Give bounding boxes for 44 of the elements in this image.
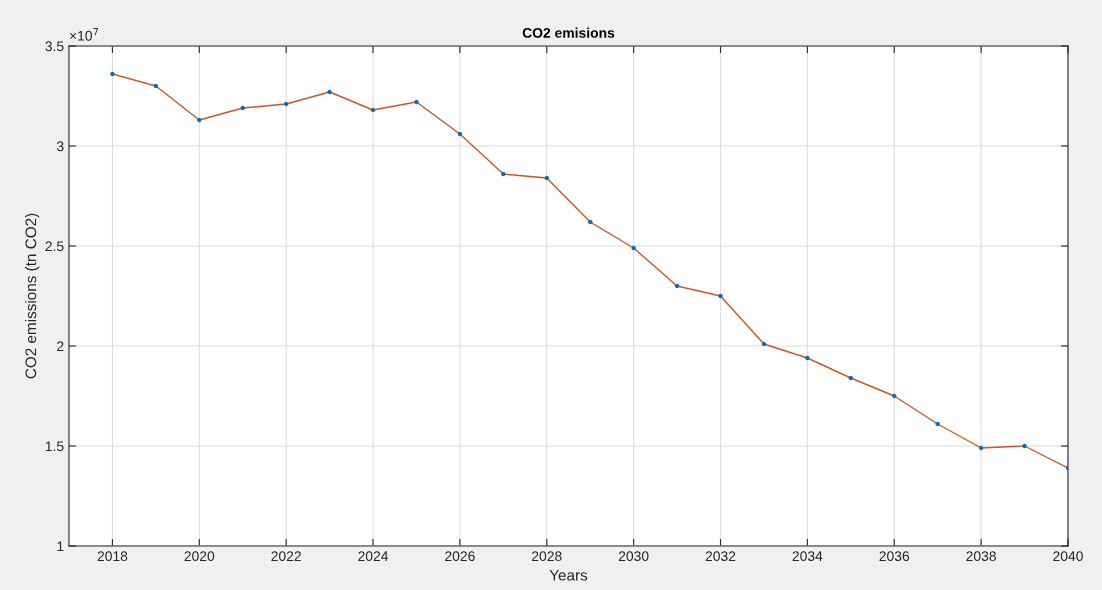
point [1022,443,1027,449]
text: ×10$^{7}$ [69,28,99,41]
point [327,89,332,95]
point [935,421,940,427]
point [718,293,723,299]
point [848,375,854,381]
x-tick-label: 2026 [445,551,475,562]
point [414,99,419,105]
x-tick-label: 2032 [705,551,736,562]
point [544,175,550,181]
point [674,283,680,289]
point [805,355,810,361]
x-tick-label: 2030 [618,551,649,562]
x-tick-label: 2018 [97,551,128,562]
point [631,245,636,251]
x-tick-label: 2040 [1053,551,1083,562]
point [891,393,897,399]
point [197,117,202,123]
y-axis-title: CO2 emissions (tn CO2) [25,213,40,379]
point [370,107,376,113]
y-tick-label: 3.5 [45,41,64,52]
x-tick-label: 2028 [532,551,562,562]
y-tick-label: 1.5 [45,441,64,452]
x-tick-label: 2038 [966,551,996,562]
y-tick-label: 2.5 [45,241,64,252]
point [761,341,767,347]
x-tick-label: 2034 [792,551,823,562]
chart-title: CO2 emisions [522,27,615,38]
point [240,105,245,111]
x-tick-label: 2036 [879,551,910,562]
point [587,219,593,225]
point [153,83,159,89]
y-tick-label: 3 [56,141,64,152]
point [501,171,506,177]
point [457,131,463,137]
x-tick-label: 2022 [271,551,301,562]
point [978,445,984,451]
y-tick-label: 1 [57,541,64,552]
x-tick-label: 2024 [358,551,389,562]
point [283,101,289,107]
x-axis-title: Years [549,569,588,581]
x-tick-label: 2020 [184,551,215,562]
point [110,71,115,77]
y-tick-label: 2 [57,341,64,352]
